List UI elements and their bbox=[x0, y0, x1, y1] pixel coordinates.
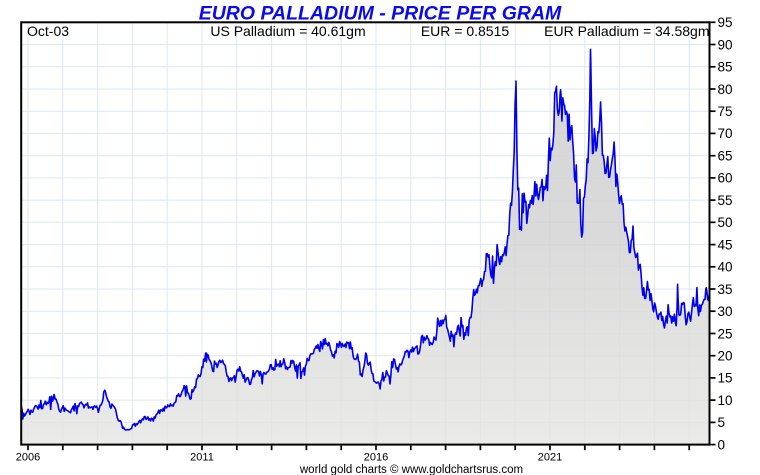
svg-text:55: 55 bbox=[718, 193, 733, 208]
svg-text:90: 90 bbox=[718, 37, 733, 52]
svg-text:75: 75 bbox=[718, 104, 733, 119]
svg-text:2021: 2021 bbox=[538, 452, 562, 464]
svg-text:85: 85 bbox=[718, 60, 733, 75]
svg-text:20: 20 bbox=[718, 349, 733, 364]
svg-text:15: 15 bbox=[718, 371, 733, 386]
svg-text:70: 70 bbox=[718, 126, 733, 141]
svg-text:world gold charts © www.goldch: world gold charts © www.goldchartsrus.co… bbox=[299, 464, 523, 475]
svg-text:2016: 2016 bbox=[364, 452, 388, 464]
svg-text:0: 0 bbox=[718, 437, 726, 452]
svg-text:95: 95 bbox=[718, 15, 733, 30]
svg-text:60: 60 bbox=[718, 171, 733, 186]
svg-text:2011: 2011 bbox=[190, 452, 214, 464]
svg-text:10: 10 bbox=[718, 393, 733, 408]
svg-text:30: 30 bbox=[718, 304, 733, 319]
svg-text:2006: 2006 bbox=[16, 452, 40, 464]
svg-text:35: 35 bbox=[718, 282, 733, 297]
svg-text:40: 40 bbox=[718, 260, 733, 275]
svg-text:US Palladium = 40.61gm: US Palladium = 40.61gm bbox=[210, 23, 365, 39]
svg-text:EUR Palladium = 34.58gm: EUR Palladium = 34.58gm bbox=[544, 23, 709, 39]
svg-text:65: 65 bbox=[718, 149, 733, 164]
svg-text:5: 5 bbox=[718, 415, 726, 430]
svg-text:EURO PALLADIUM - PRICE PER GRA: EURO PALLADIUM - PRICE PER GRAM bbox=[199, 2, 562, 24]
svg-text:25: 25 bbox=[718, 326, 733, 341]
svg-text:EUR = 0.8515: EUR = 0.8515 bbox=[421, 23, 510, 39]
svg-text:Oct-03: Oct-03 bbox=[27, 23, 69, 39]
svg-text:80: 80 bbox=[718, 82, 733, 97]
svg-text:50: 50 bbox=[718, 215, 733, 230]
svg-text:45: 45 bbox=[718, 237, 733, 252]
